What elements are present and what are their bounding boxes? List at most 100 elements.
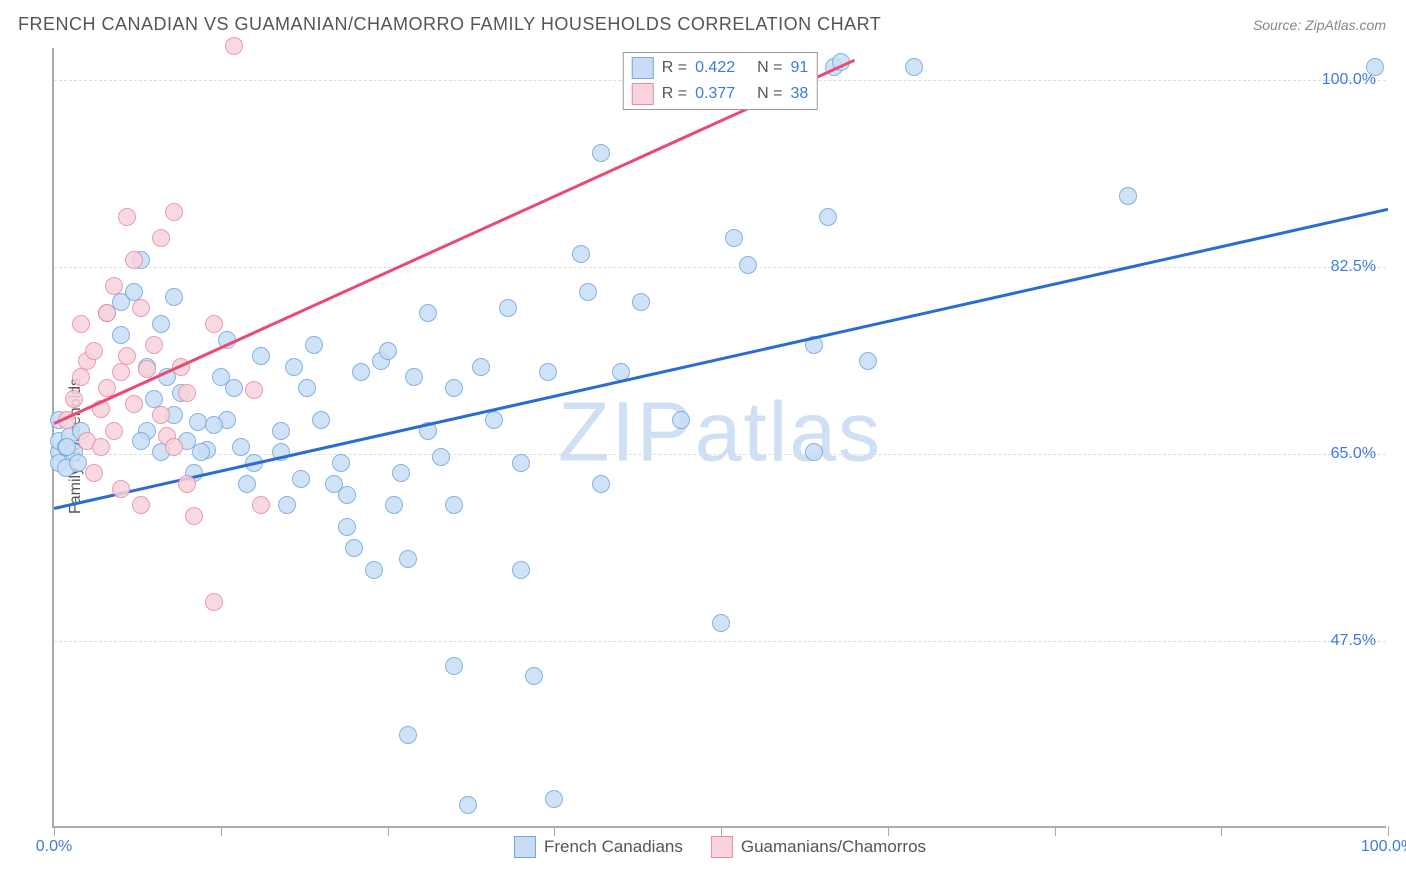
- scatter-point: [739, 256, 757, 274]
- scatter-point: [105, 422, 123, 440]
- y-tick-label: 65.0%: [1331, 445, 1376, 463]
- scatter-point: [405, 368, 423, 386]
- scatter-point: [472, 358, 490, 376]
- scatter-point: [712, 614, 730, 632]
- scatter-point: [205, 593, 223, 611]
- scatter-point: [592, 475, 610, 493]
- legend-swatch: [632, 83, 654, 105]
- scatter-point: [165, 438, 183, 456]
- scatter-point: [345, 539, 363, 557]
- series-legend-item: Guamanians/Chamorros: [711, 836, 926, 858]
- scatter-point: [572, 245, 590, 263]
- scatter-point: [399, 550, 417, 568]
- scatter-point: [112, 326, 130, 344]
- scatter-point: [72, 315, 90, 333]
- x-tick: [888, 826, 889, 836]
- n-label: N =: [757, 59, 782, 77]
- scatter-point: [245, 381, 263, 399]
- gridline: [54, 641, 1386, 642]
- scatter-point: [145, 336, 163, 354]
- scatter-point: [69, 454, 87, 472]
- scatter-point: [178, 475, 196, 493]
- scatter-point: [192, 443, 210, 461]
- x-tick: [1388, 826, 1389, 836]
- scatter-point: [85, 342, 103, 360]
- scatter-point: [545, 790, 563, 808]
- scatter-point: [138, 360, 156, 378]
- scatter-point: [132, 432, 150, 450]
- scatter-point: [238, 475, 256, 493]
- scatter-point: [165, 288, 183, 306]
- scatter-point: [98, 304, 116, 322]
- r-label: R =: [662, 59, 687, 77]
- scatter-point: [292, 470, 310, 488]
- x-tick: [721, 826, 722, 836]
- scatter-point: [305, 336, 323, 354]
- scatter-point: [459, 796, 477, 814]
- scatter-point: [125, 395, 143, 413]
- scatter-point: [85, 464, 103, 482]
- x-tick-label: 100.0%: [1361, 838, 1406, 856]
- scatter-point: [525, 667, 543, 685]
- x-tick: [388, 826, 389, 836]
- source-name: ZipAtlas.com: [1305, 17, 1386, 33]
- scatter-point: [512, 454, 530, 472]
- scatter-point: [352, 363, 370, 381]
- x-tick: [1221, 826, 1222, 836]
- x-tick-label: 0.0%: [36, 838, 72, 856]
- n-value: 91: [790, 59, 808, 77]
- scatter-point: [338, 486, 356, 504]
- scatter-point: [365, 561, 383, 579]
- y-tick-label: 82.5%: [1331, 258, 1376, 276]
- scatter-point: [278, 496, 296, 514]
- scatter-point: [445, 657, 463, 675]
- chart-title: FRENCH CANADIAN VS GUAMANIAN/CHAMORRO FA…: [18, 14, 881, 35]
- scatter-point: [132, 299, 150, 317]
- legend-swatch: [514, 836, 536, 858]
- gridline: [54, 267, 1386, 268]
- scatter-point: [92, 438, 110, 456]
- scatter-point: [252, 347, 270, 365]
- scatter-point: [805, 443, 823, 461]
- scatter-point: [332, 454, 350, 472]
- scatter-point: [432, 448, 450, 466]
- scatter-point: [338, 518, 356, 536]
- scatter-point: [1366, 58, 1384, 76]
- source-attribution: Source: ZipAtlas.com: [1253, 17, 1386, 33]
- y-tick-label: 47.5%: [1331, 632, 1376, 650]
- stats-legend-row: R =0.377N =38: [632, 81, 809, 107]
- scatter-point: [819, 208, 837, 226]
- scatter-point: [379, 342, 397, 360]
- series-legend-label: Guamanians/Chamorros: [741, 837, 926, 857]
- x-tick: [221, 826, 222, 836]
- scatter-point: [905, 58, 923, 76]
- scatter-point: [152, 229, 170, 247]
- scatter-point: [592, 144, 610, 162]
- scatter-point: [285, 358, 303, 376]
- scatter-point: [512, 561, 530, 579]
- r-value: 0.377: [695, 85, 735, 103]
- scatter-point: [112, 480, 130, 498]
- scatter-point: [485, 411, 503, 429]
- scatter-point: [178, 384, 196, 402]
- scatter-point: [445, 496, 463, 514]
- scatter-point: [499, 299, 517, 317]
- scatter-point: [225, 379, 243, 397]
- scatter-point: [725, 229, 743, 247]
- scatter-point: [859, 352, 877, 370]
- scatter-point: [125, 251, 143, 269]
- n-value: 38: [790, 85, 808, 103]
- scatter-point: [112, 363, 130, 381]
- scatter-point: [579, 283, 597, 301]
- scatter-point: [205, 416, 223, 434]
- scatter-point: [118, 208, 136, 226]
- scatter-point: [392, 464, 410, 482]
- scatter-point: [225, 37, 243, 55]
- scatter-point: [152, 315, 170, 333]
- scatter-point: [205, 315, 223, 333]
- scatter-point: [232, 438, 250, 456]
- scatter-plot: ZIPatlas 47.5%65.0%82.5%100.0%0.0%100.0%…: [52, 48, 1386, 828]
- scatter-point: [152, 406, 170, 424]
- scatter-point: [118, 347, 136, 365]
- x-tick: [554, 826, 555, 836]
